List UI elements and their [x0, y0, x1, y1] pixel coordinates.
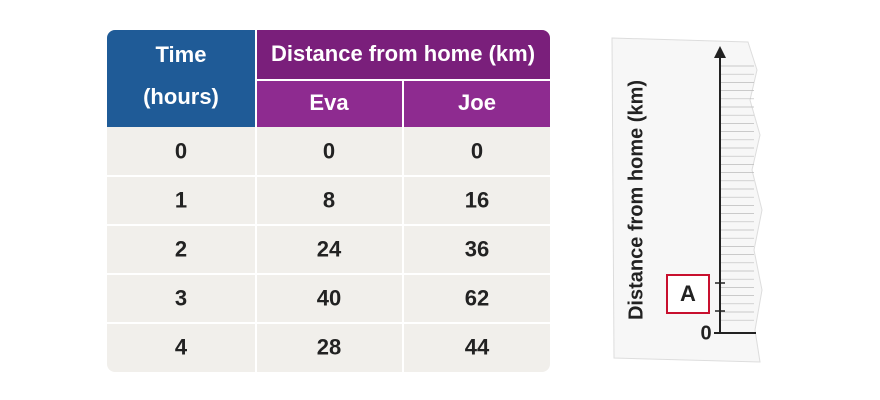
joe-header-bg [404, 81, 550, 127]
table-cell: 62 [465, 285, 489, 310]
table-cell: 44 [465, 334, 490, 359]
time-header-bg [107, 30, 255, 127]
origin-label: 0 [700, 322, 711, 344]
table-cell: 3 [175, 285, 187, 310]
axis-label: Distance from home (km) [625, 80, 647, 320]
table-cell: 8 [323, 187, 335, 212]
table-cell: 28 [317, 334, 341, 359]
table-cell: 4 [175, 334, 188, 359]
eva-header-bg [257, 81, 402, 127]
graph-paper: 0 A Distance from home (km) [611, 37, 763, 363]
table-cell: 0 [323, 138, 335, 163]
table-cell: 0 [471, 138, 483, 163]
time-header: Time [156, 42, 207, 67]
table-cell: 24 [317, 236, 342, 261]
table [107, 30, 550, 372]
table-cell: 2 [175, 236, 187, 261]
table-cell: 0 [175, 138, 187, 163]
box-label: A [680, 281, 696, 306]
axis-arrow [714, 46, 726, 58]
table-cell: 16 [465, 187, 489, 212]
time-header: (hours) [143, 84, 219, 109]
paper [611, 37, 763, 363]
answer-box [666, 274, 710, 314]
distance-header: Distance from home (km) [271, 41, 535, 66]
joe-header: Joe [458, 90, 496, 115]
distance-header-bg [257, 30, 550, 79]
table-cell: 40 [317, 285, 341, 310]
eva-header: Eva [309, 90, 349, 115]
table-cell: 36 [465, 236, 489, 261]
table-cell: 1 [175, 187, 187, 212]
